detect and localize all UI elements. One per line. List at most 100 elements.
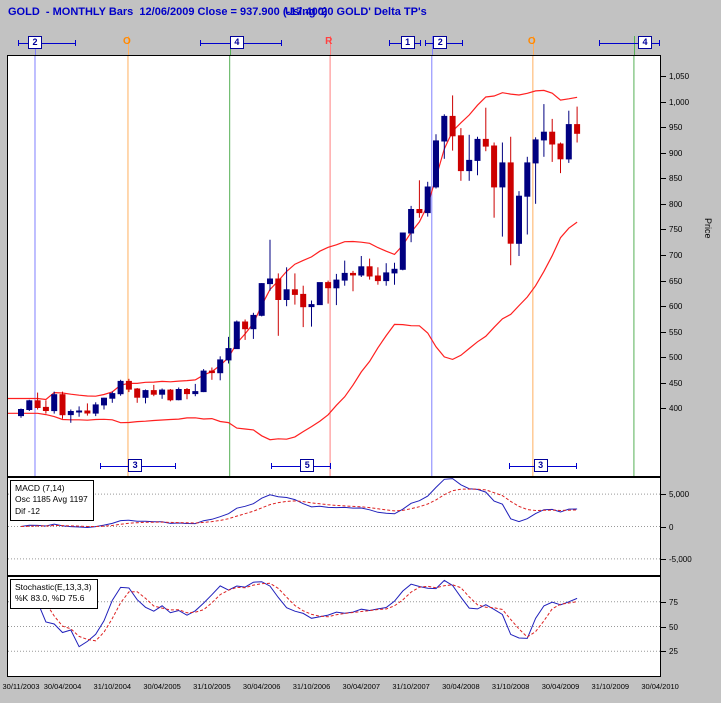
candle-body bbox=[549, 131, 556, 145]
candle-body bbox=[366, 266, 373, 277]
candle-body bbox=[574, 124, 581, 134]
chart-title: GOLD - MONTHLY Bars 12/06/2009 Close = 9… bbox=[8, 6, 328, 18]
price-tick bbox=[661, 203, 666, 205]
candle-body bbox=[457, 135, 464, 172]
candle-body bbox=[51, 394, 58, 412]
delta-marker-3[interactable]: 3 bbox=[128, 459, 143, 472]
delta-marker-1[interactable]: 1 bbox=[400, 36, 415, 49]
macd-axis: 5,000 0 -5,000 bbox=[661, 478, 720, 575]
delta-marker-row: 2 O 4 R 1 2 O 4 bbox=[8, 30, 660, 55]
date-label: 31/10/2007 bbox=[392, 682, 430, 691]
candle-body bbox=[267, 278, 273, 285]
candle-body bbox=[383, 272, 390, 282]
candle-body bbox=[175, 389, 182, 401]
stoch-tick bbox=[661, 626, 666, 628]
candle-body bbox=[18, 409, 24, 417]
stochastic-info-box: Stochastic(E,13,3,3) %K 83.0, %D 75.6 bbox=[10, 579, 98, 609]
stoch-tick bbox=[661, 601, 666, 603]
stoch-d-line bbox=[20, 582, 578, 642]
lower-volatility-band bbox=[8, 221, 578, 441]
delta-marker-2[interactable]: 2 bbox=[27, 36, 42, 49]
delta-marker-2[interactable]: 2 bbox=[433, 36, 448, 49]
delta-marker-O: O bbox=[122, 36, 131, 47]
price-tick-label: 950 bbox=[669, 123, 683, 133]
macd-tick bbox=[661, 494, 666, 496]
price-tick bbox=[661, 101, 666, 103]
marker-span-tick bbox=[389, 40, 391, 46]
candle-body bbox=[67, 411, 74, 416]
candle-body bbox=[275, 278, 282, 300]
date-label: 31/10/2008 bbox=[491, 682, 530, 691]
delta-marker-3[interactable]: 3 bbox=[533, 459, 548, 472]
candle-body bbox=[350, 272, 356, 276]
price-tick bbox=[661, 229, 666, 231]
candle-body bbox=[208, 370, 215, 374]
candle-body bbox=[150, 390, 157, 395]
price-axis-title: Price bbox=[703, 218, 713, 239]
candle-body bbox=[341, 272, 348, 281]
delta-vertical-stub bbox=[532, 36, 534, 55]
macd-dif: Dif -12 bbox=[15, 505, 41, 516]
macd-title: MACD (7,14) bbox=[15, 483, 65, 493]
date-label: 31/10/2009 bbox=[591, 682, 630, 691]
price-tick-label: 450 bbox=[669, 378, 683, 388]
macd-tick-label: 5,000 bbox=[669, 490, 690, 500]
price-tick-label: 800 bbox=[669, 199, 683, 209]
candle-body bbox=[374, 275, 381, 282]
candle-body bbox=[308, 304, 315, 308]
delta-vertical-stub bbox=[431, 36, 433, 55]
date-label: 31/10/2004 bbox=[93, 682, 132, 691]
price-tick-label: 1,050 bbox=[669, 71, 690, 81]
candle-body bbox=[59, 394, 66, 416]
candle-body bbox=[101, 397, 107, 406]
macd-canvas bbox=[8, 478, 660, 560]
macd-tick-label: -5,000 bbox=[669, 554, 692, 564]
price-tick-label: 750 bbox=[669, 225, 683, 235]
marker-span-tick bbox=[75, 40, 77, 46]
price-tick bbox=[661, 408, 666, 410]
candle-body bbox=[134, 388, 141, 398]
price-tick bbox=[661, 75, 666, 77]
candle-body bbox=[159, 389, 166, 395]
price-tick bbox=[661, 255, 666, 256]
price-axis[interactable]: 1,050 1,000 950 900 850 800 750 700 650 600 550 500… bbox=[661, 56, 720, 476]
candle-body bbox=[109, 393, 116, 399]
price-tick bbox=[661, 331, 666, 333]
date-label: 30/04/2005 bbox=[143, 682, 181, 691]
marker-span-tick bbox=[271, 463, 273, 469]
marker-span-tick bbox=[462, 40, 464, 46]
candle-body bbox=[391, 268, 398, 274]
price-tick bbox=[661, 357, 666, 359]
candle-body bbox=[524, 162, 531, 197]
delta-marker-4[interactable]: 4 bbox=[229, 36, 244, 49]
stochastic-panel[interactable]: Stochastic(E,13,3,3) %K 83.0, %D 75.6 bbox=[7, 576, 661, 677]
macd-osc-line bbox=[20, 478, 578, 529]
marker-span-tick bbox=[659, 40, 660, 46]
delta-vertical-stub bbox=[633, 36, 635, 55]
macd-panel[interactable]: MACD (7,14) Osc 1185 Avg 1197 Dif -12 bbox=[7, 477, 661, 576]
candle-body bbox=[258, 283, 265, 316]
delta-marker-4[interactable]: 4 bbox=[638, 36, 652, 49]
stoch-tick bbox=[661, 651, 666, 653]
delta-marker-5[interactable]: 5 bbox=[300, 459, 315, 472]
price-chart-panel[interactable]: 3 5 3 bbox=[7, 55, 661, 477]
macd-tick bbox=[661, 558, 666, 560]
candle-body bbox=[291, 289, 298, 295]
stochastic-axis: 75 50 25 bbox=[661, 577, 720, 676]
marker-span-line bbox=[17, 42, 77, 44]
candle-body bbox=[42, 406, 49, 411]
candle-body bbox=[167, 389, 174, 401]
date-label: 30/04/2006 bbox=[242, 682, 281, 691]
stoch-tick-label: 75 bbox=[669, 597, 678, 607]
price-tick-label: 550 bbox=[669, 327, 683, 337]
date-label: 30/04/2007 bbox=[342, 682, 381, 691]
stochastic-title: Stochastic(E,13,3,3) bbox=[15, 582, 92, 592]
candle-body bbox=[84, 410, 91, 414]
candle-body bbox=[516, 195, 522, 244]
date-label: 30/04/2004 bbox=[43, 682, 82, 691]
candle-body bbox=[225, 348, 232, 361]
candle-body bbox=[250, 314, 257, 330]
candle-body bbox=[92, 404, 99, 414]
date-label: 31/10/2005 bbox=[193, 682, 231, 691]
candle-body bbox=[507, 162, 514, 244]
